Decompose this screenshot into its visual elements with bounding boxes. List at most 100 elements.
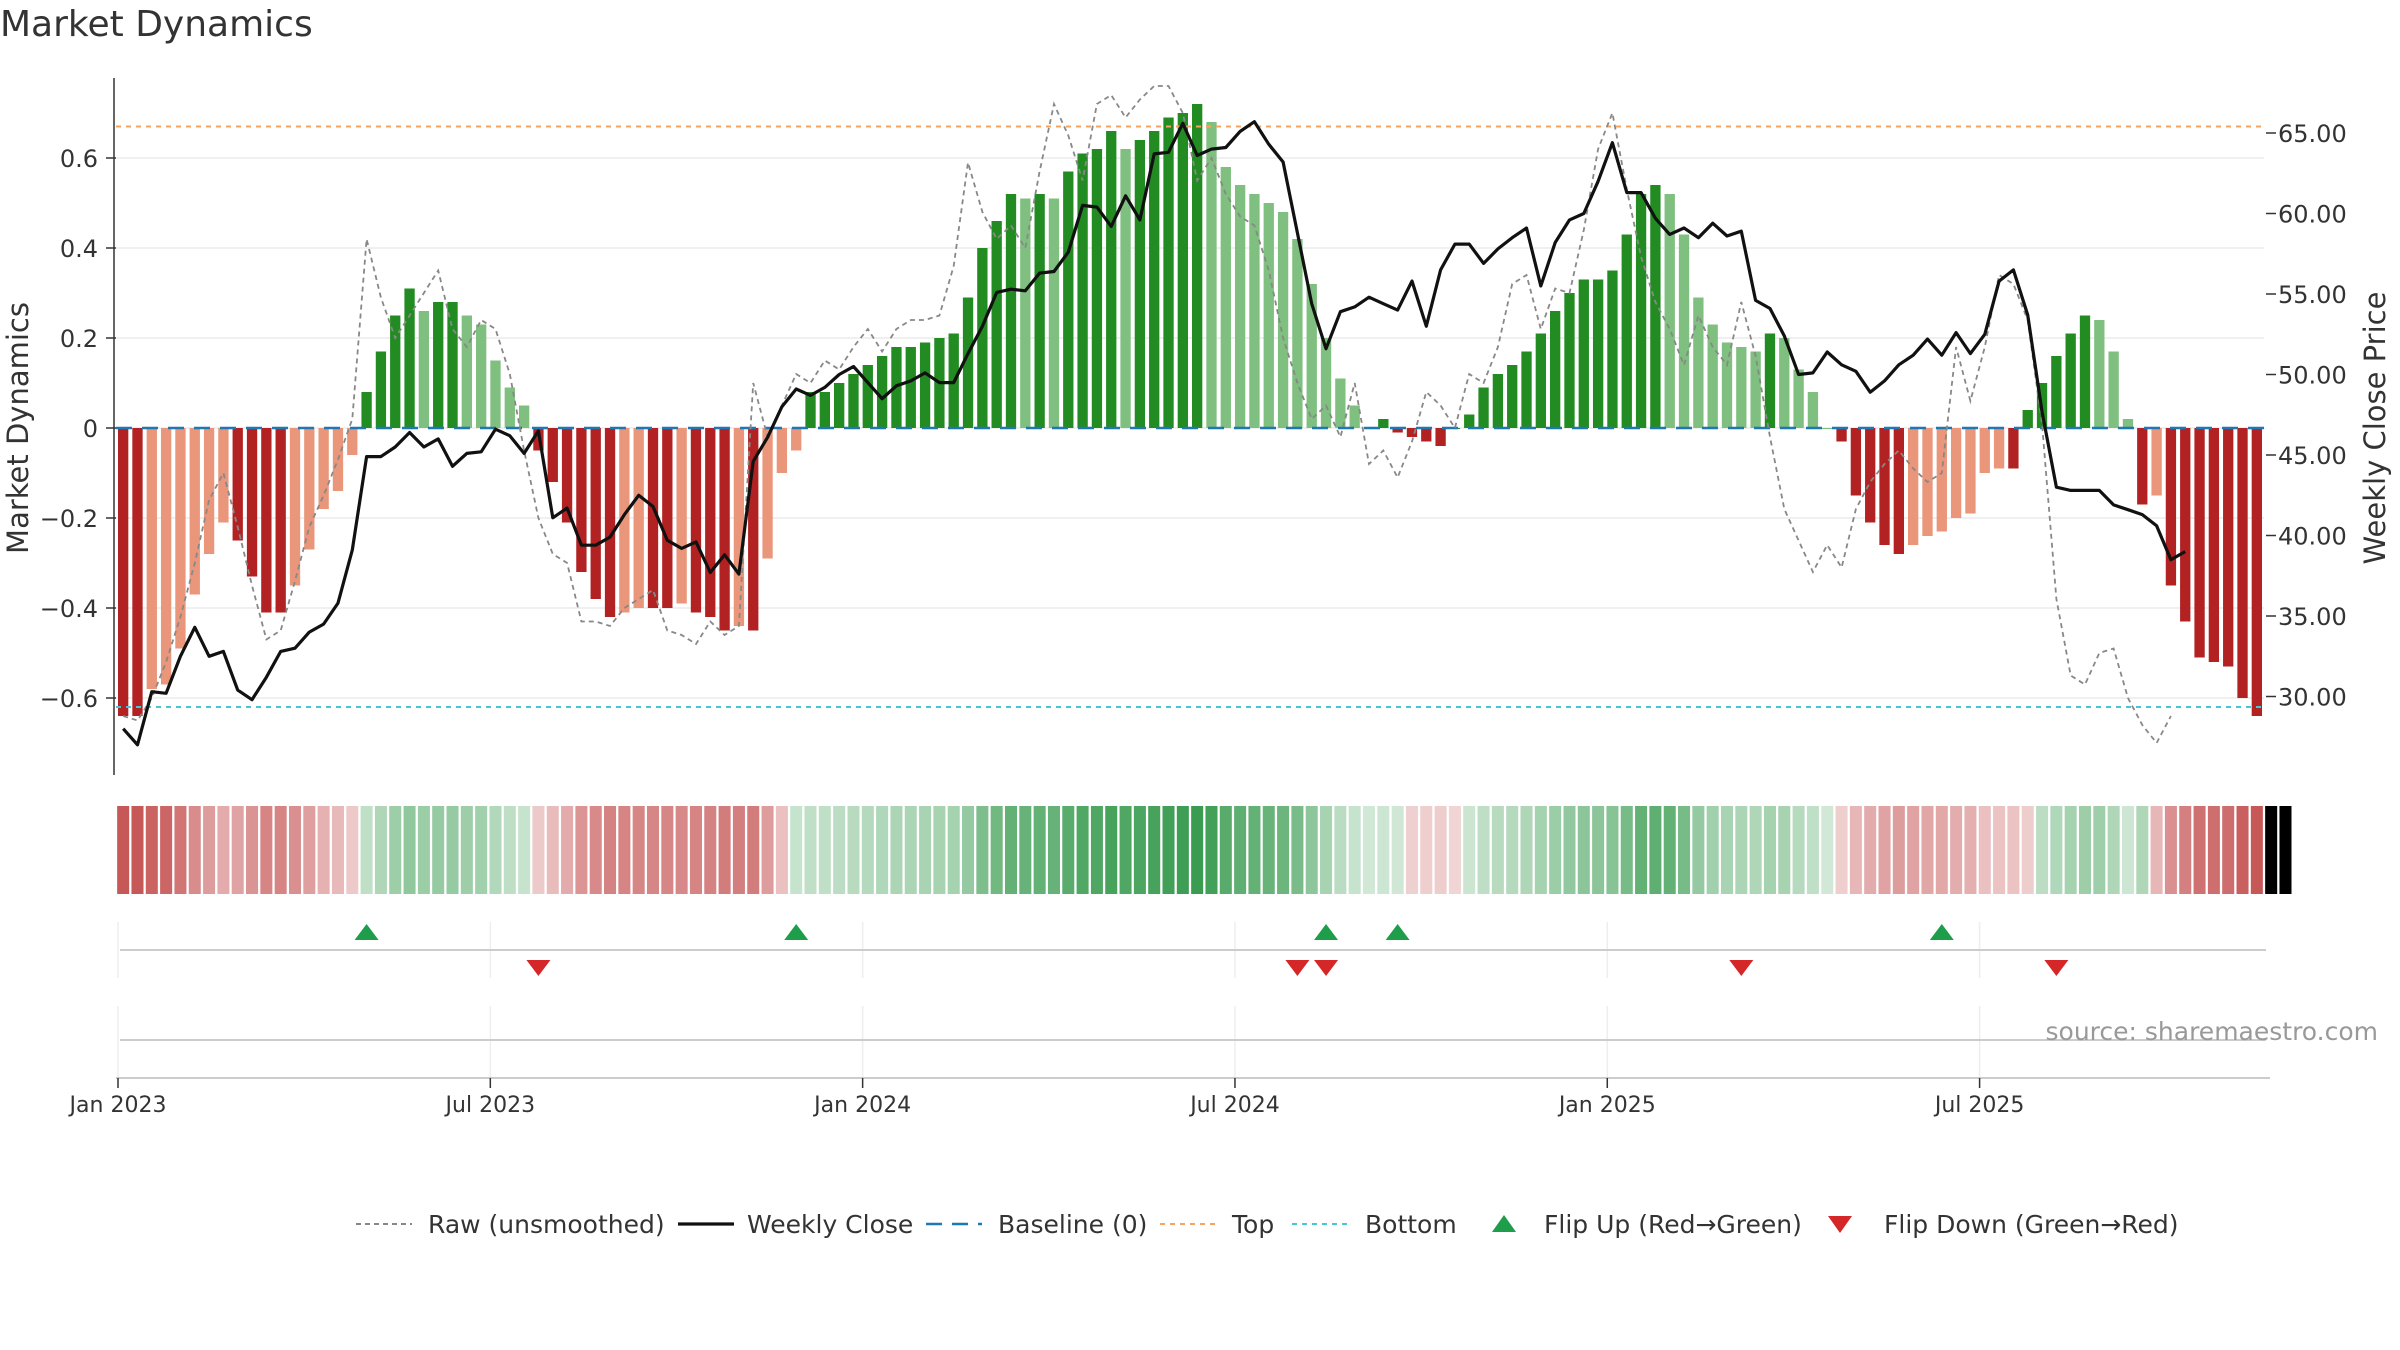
dynamics-bar: [1736, 347, 1747, 428]
state-cell: [1248, 806, 1261, 894]
state-cell: [575, 806, 588, 894]
dynamics-bar: [418, 311, 430, 428]
state-cell: [2078, 806, 2092, 894]
flip-down-marker: [2044, 960, 2069, 976]
state-cell: [1606, 806, 1619, 894]
state-cell: [704, 806, 717, 894]
state-cell: [2179, 806, 2192, 894]
dynamics-bar: [991, 221, 1002, 428]
dynamics-bar: [1306, 284, 1317, 428]
flip-up-marker: [354, 924, 379, 940]
state-cell: [1405, 806, 1418, 894]
dynamics-bar: [1750, 351, 1761, 428]
state-cell: [360, 806, 373, 894]
dynamics-bar: [1550, 311, 1561, 428]
state-cell: [818, 806, 831, 894]
dynamics-bar: [805, 392, 816, 428]
state-cell: [2136, 806, 2149, 894]
dynamics-bar: [2237, 428, 2248, 698]
state-cell: [303, 806, 316, 894]
dynamics-bar: [1292, 239, 1303, 428]
state-cell: [374, 806, 387, 894]
state-cell: [2007, 806, 2020, 894]
state-cell: [1348, 806, 1361, 894]
left-tick-label: 0.4: [60, 235, 98, 263]
x-tick-label: Jul 2024: [1188, 1093, 1280, 1118]
dynamics-bar: [132, 428, 143, 716]
dynamics-bar: [1048, 198, 1060, 428]
state-cell: [503, 806, 516, 894]
dynamics-bar: [2079, 315, 2091, 428]
state-cell: [2036, 806, 2049, 894]
state-cell: [1334, 806, 1347, 894]
state-cell: [217, 806, 230, 894]
state-cell: [403, 806, 416, 894]
dynamics-bar: [1106, 131, 1117, 428]
dynamics-bar: [1320, 338, 1332, 428]
dynamics-bar: [1807, 392, 1819, 428]
legend-raw-label: Raw (unsmoothed): [428, 1210, 665, 1239]
dynamics-bar: [404, 288, 415, 428]
dynamics-bar: [1893, 428, 1904, 554]
state-cell: [689, 806, 702, 894]
dynamics-bar: [1120, 149, 1131, 428]
state-cell: [288, 806, 302, 894]
dynamics-bar: [1721, 342, 1733, 428]
state-strip: [117, 806, 2292, 894]
state-cell: [432, 806, 445, 894]
state-cell: [475, 806, 488, 894]
dynamics-bar: [1464, 414, 1475, 428]
dynamics-bar: [2208, 428, 2220, 662]
state-cell: [1090, 806, 1103, 894]
dynamics-bar: [1077, 153, 1088, 428]
dynamics-bar: [189, 428, 200, 595]
state-cell: [1463, 806, 1476, 894]
dynamics-bar: [662, 428, 673, 608]
dynamics-bar: [1478, 387, 1489, 428]
state-cell: [962, 806, 975, 894]
dynamics-bar: [504, 387, 515, 428]
dynamics-bar: [647, 428, 659, 608]
dynamics-bar: [146, 428, 157, 689]
flip-down-marker: [1729, 960, 1754, 976]
state-cell: [117, 806, 130, 894]
flip-up-marker: [784, 924, 809, 940]
dynamics-bar: [604, 428, 616, 617]
state-cell: [203, 806, 216, 894]
state-cell: [2279, 806, 2292, 894]
state-cell: [732, 806, 745, 894]
state-cell: [1692, 806, 1705, 894]
dynamics-bar: [1707, 324, 1718, 428]
dynamics-bar: [1349, 405, 1360, 428]
state-cell: [2121, 806, 2134, 894]
dynamics-bar: [1220, 167, 1231, 428]
dynamics-bar: [919, 342, 931, 428]
state-cell: [317, 806, 330, 894]
state-cell: [2193, 806, 2206, 894]
dynamics-bar: [1263, 203, 1274, 428]
state-cell: [589, 806, 602, 894]
dynamics-bar: [1034, 194, 1045, 428]
dynamics-bar: [1979, 428, 1990, 473]
dynamics-bar: [1521, 351, 1532, 428]
dynamics-bar: [1005, 194, 1017, 428]
dynamics-bar: [2251, 428, 2262, 716]
state-cell: [1864, 806, 1877, 894]
state-cell: [1377, 806, 1390, 894]
dynamics-bar: [1177, 113, 1188, 428]
state-cell: [446, 806, 459, 894]
dynamics-bar: [561, 428, 573, 523]
state-cell: [246, 806, 259, 894]
state-cell: [646, 806, 660, 894]
state-cell: [847, 806, 860, 894]
state-cell: [1477, 806, 1490, 894]
legend-flip-up-label: Flip Up (Red→Green): [1544, 1210, 1802, 1239]
state-cell: [1993, 806, 2006, 894]
dynamics-bar: [518, 405, 530, 428]
dynamics-bar: [1335, 378, 1346, 428]
raw-line: [122, 85, 2172, 745]
dynamics-bar: [1134, 140, 1146, 428]
dynamics-bar: [175, 428, 186, 649]
dynamics-bar: [1822, 428, 1833, 429]
